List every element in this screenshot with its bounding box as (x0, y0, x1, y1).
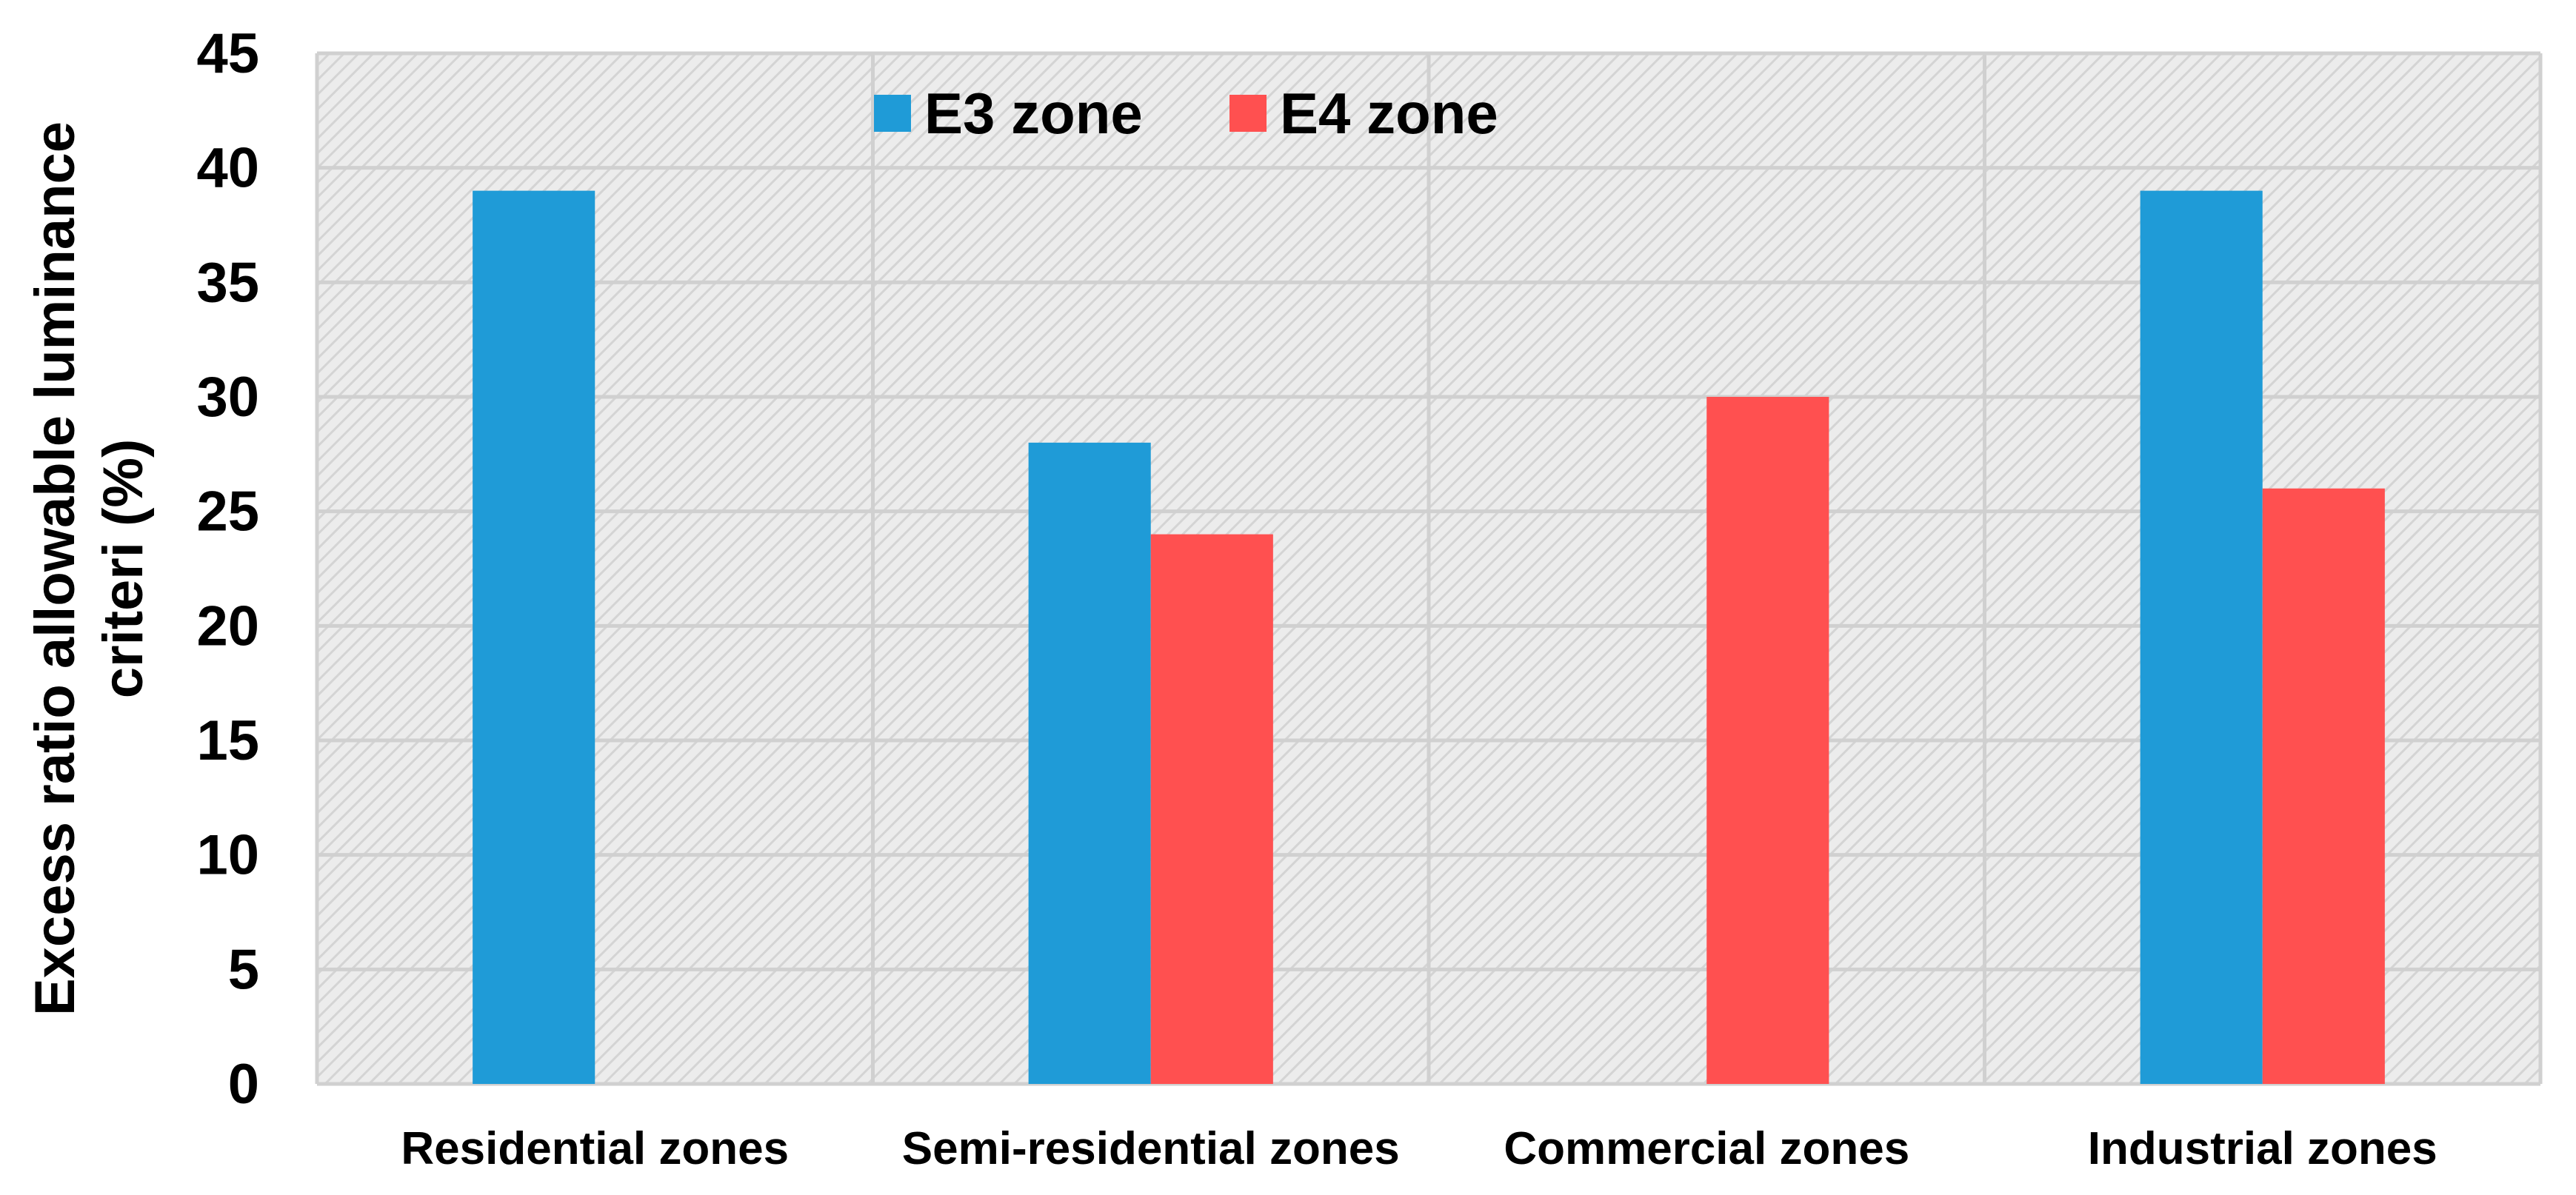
x-category-label: Residential zones (401, 1123, 789, 1174)
bar-e3-zone-3 (2140, 190, 2263, 1085)
x-category-label: Commercial zones (1504, 1123, 1909, 1174)
legend-swatch-e3 (874, 95, 911, 132)
legend-swatch-e4 (1229, 95, 1267, 132)
bars (473, 190, 2385, 1085)
x-category-label: Semi-residential zones (902, 1123, 1400, 1174)
bar-e4-zone-1 (1150, 534, 1273, 1084)
y-tick-label: 35 (196, 251, 259, 314)
y-tick-label: 30 (196, 366, 259, 429)
y-tick-label: 25 (196, 481, 259, 543)
bar-e4-zone-2 (1706, 397, 1829, 1084)
legend-label-e3: E3 zone (924, 81, 1143, 146)
legend: E3 zone E4 zone (874, 81, 1498, 146)
gridlines (315, 51, 2543, 1086)
y-tick-label: 0 (228, 1053, 259, 1116)
x-category-label: Industrial zones (2088, 1123, 2437, 1174)
bar-e3-zone-0 (473, 190, 595, 1085)
y-tick-label: 40 (196, 137, 259, 200)
y-tick-label: 20 (196, 595, 259, 657)
y-axis-ticks: 0 5 10 15 20 25 30 35 40 45 (196, 22, 259, 1116)
y-tick-label: 15 (196, 709, 259, 772)
y-axis-title: Excess ratio allowable luminance criteri… (24, 121, 155, 1016)
legend-label-e4: E4 zone (1280, 81, 1498, 146)
y-axis-title-line-1: Excess ratio allowable luminance (24, 121, 87, 1016)
y-tick-label: 45 (196, 22, 259, 85)
bar-e4-zone-3 (2262, 488, 2385, 1084)
x-axis-categories: Residential zones Semi-residential zones C… (401, 1123, 2437, 1174)
y-tick-label: 5 (228, 938, 259, 1001)
y-tick-label: 10 (196, 824, 259, 887)
y-axis-title-line-2: criteri (%) (92, 439, 155, 699)
bar-e3-zone-1 (1028, 442, 1151, 1084)
